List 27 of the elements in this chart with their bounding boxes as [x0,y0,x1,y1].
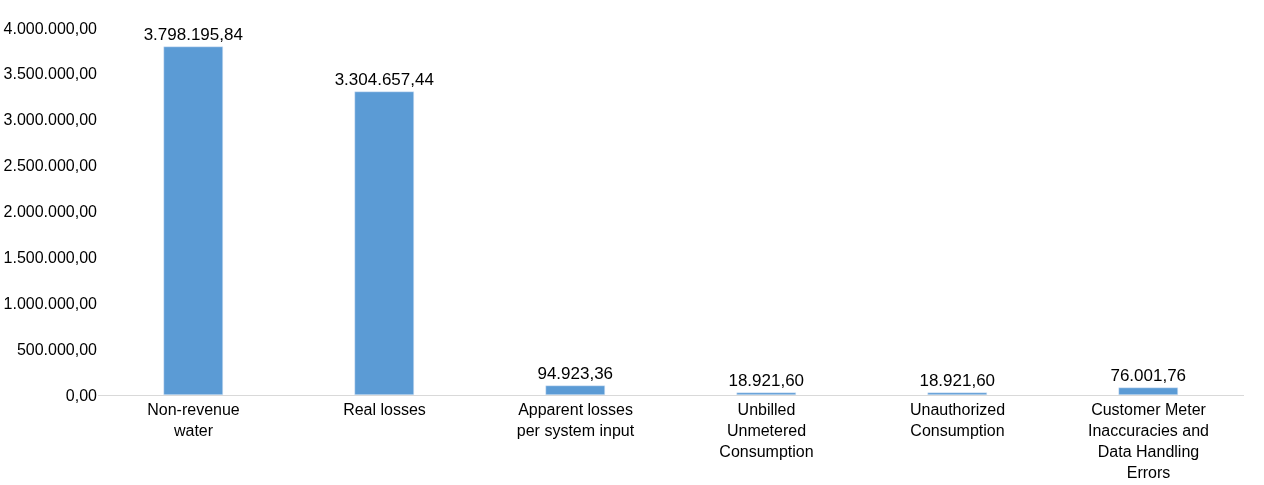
x-tick-label: Non-revenue water [147,401,240,439]
x-tick-label: Real losses [343,401,426,419]
y-tick-label: 0,00 [65,386,98,404]
data-label: 3.304.657,44 [334,69,434,89]
y-tick-label: 1.500.000,00 [3,248,98,266]
data-label: 76.001,76 [1110,365,1187,385]
data-label: 94.923,36 [537,363,614,383]
y-tick-label: 500.000,00 [16,340,98,358]
bar [1118,387,1178,395]
y-tick-label: 2.000.000,00 [3,203,98,221]
x-tick-label: Apparent losses per system input [516,401,635,439]
bar [163,46,223,395]
bar [927,392,987,395]
bar [354,91,414,395]
bar [545,385,605,395]
data-label: 18.921,60 [728,370,805,390]
y-tick-label: 2.500.000,00 [3,157,98,175]
y-tick-label: 3.000.000,00 [3,111,98,129]
y-tick-label: 3.500.000,00 [3,65,98,83]
data-label: 18.921,60 [919,370,996,390]
y-tick-label: 4.000.000,00 [3,19,98,37]
x-tick-label: Unbilled Unmetered Consumption [719,401,814,460]
x-tick-label: Unauthorized Consumption [909,401,1006,439]
x-tick-label: Customer Meter Inaccuracies and Data Handling Errors [1088,401,1209,481]
y-tick-label: 1.000.000,00 [3,294,98,312]
data-label: 3.798.195,84 [143,24,243,44]
bar [736,392,796,395]
